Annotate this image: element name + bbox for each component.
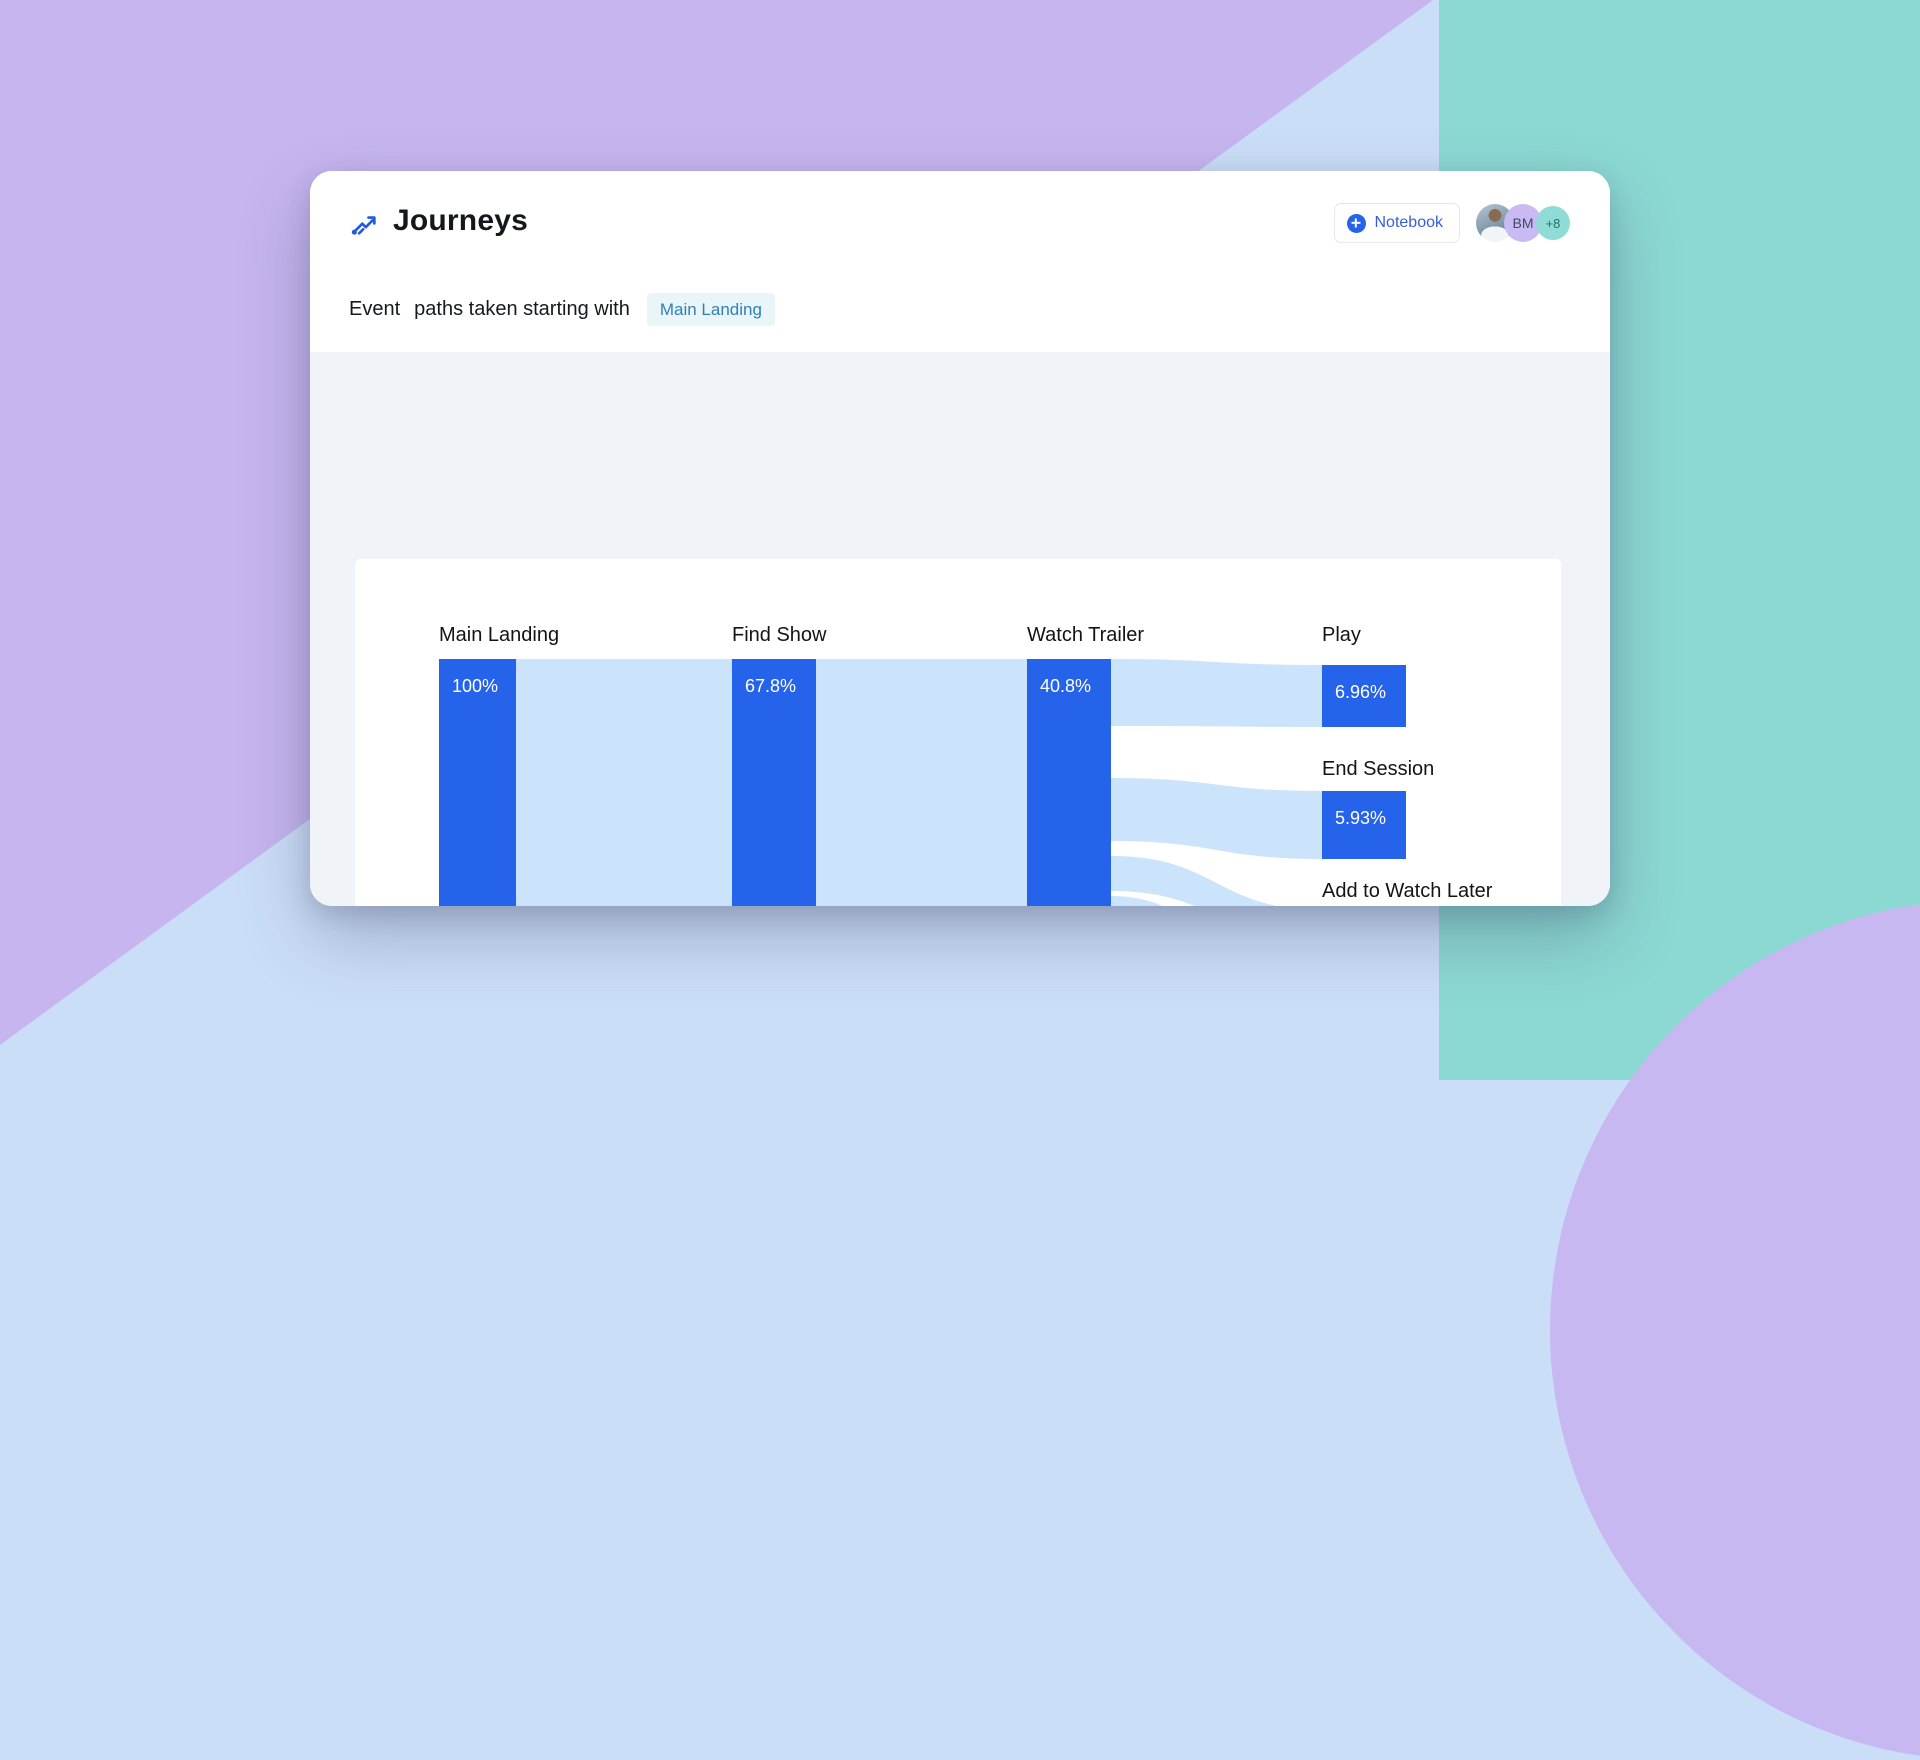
journeys-card: Journeys Notebook BM +8 Event paths take… [310,171,1610,906]
sankey-node-label-play: Play [1322,624,1361,646]
sankey-node-label-end-session: End Session [1322,758,1434,780]
notebook-button[interactable]: Notebook [1333,203,1460,243]
query-description-label: paths taken starting with [414,298,630,320]
chart-panel: Main Landing 100% Find Show 67.8% Watch Trai… [355,559,1561,906]
event-chip-main-landing[interactable]: Main Landing [646,293,775,326]
page-title: Journeys [393,204,528,237]
sankey-node-pct-find-show: 67.8% [745,676,796,696]
avatar-overflow-count[interactable]: +8 [1536,206,1570,240]
sankey-node-label-watch-trailer: Watch Trailer [1027,624,1144,646]
sankey-node-main-landing[interactable] [439,659,516,906]
sankey-node-label-main-landing: Main Landing [439,624,559,646]
sankey-flow [1111,896,1162,906]
sankey-node-pct-watch-trailer: 40.8% [1040,676,1091,696]
avatar-stack: BM +8 [1476,204,1570,242]
notebook-button-label: Notebook [1374,214,1444,231]
avatar-initials[interactable]: BM [1504,204,1542,242]
sankey-node-watch-trailer[interactable] [1027,659,1111,906]
sankey-node-label-add-watch-later: Add to Watch Later [1322,880,1493,902]
sankey-node-end-session[interactable] [1322,791,1406,859]
card-header: Journeys Notebook BM +8 [310,171,1610,267]
sankey-node-find-show[interactable] [732,659,816,906]
journey-path-icon [351,216,376,235]
sankey-node-pct-play: 6.96% [1335,682,1386,702]
sankey-flow [1111,778,1322,859]
journeys-sankey-chart: Main Landing 100% Find Show 67.8% Watch Trai… [439,624,1493,906]
sankey-flow [1111,856,1278,906]
sankey-node-pct-main-landing: 100% [452,676,498,696]
sankey-node-label-find-show: Find Show [732,624,827,646]
sankey-flow [1111,659,1322,727]
sankey-flow [516,659,732,906]
plus-circle-icon [1346,213,1366,233]
chart-background: Main Landing 100% Find Show 67.8% Watch Trai… [310,352,1610,906]
query-bar: Event paths taken starting with Main Lan… [310,267,1610,352]
sankey-node-pct-end-session: 5.93% [1335,808,1386,828]
sankey-flow [816,659,1027,906]
sankey-node-play[interactable] [1322,665,1406,727]
query-prefix-label: Event [349,298,401,320]
